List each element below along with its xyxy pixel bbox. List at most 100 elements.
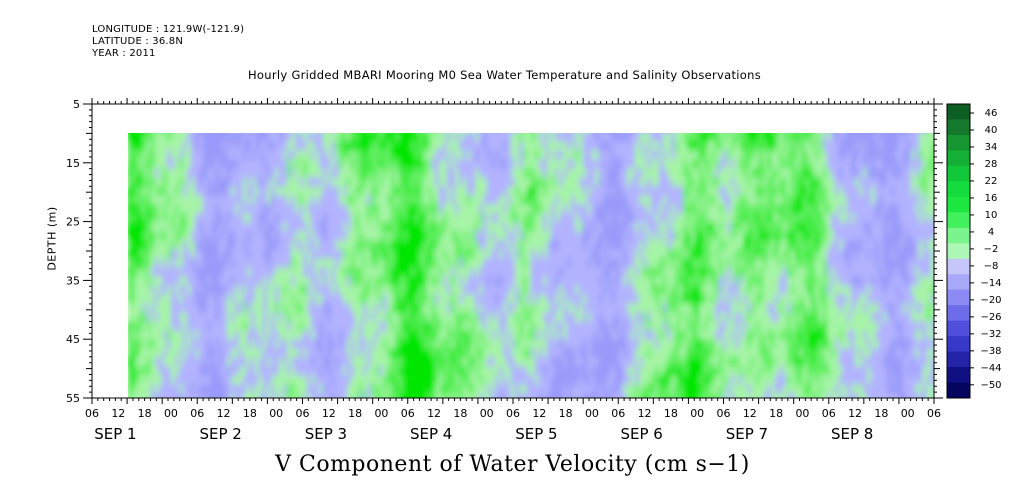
heatmap-cell [178,177,184,189]
heatmap-cell [170,150,176,162]
heatmap-cell [326,357,332,369]
heatmap-cell [478,393,484,398]
heatmap-cell [566,348,572,360]
heatmap-cell [470,150,476,162]
heatmap-cell [570,393,576,398]
heatmap-cell [650,366,656,378]
heatmap-cell [498,195,504,207]
heatmap-cell [402,249,408,261]
heatmap-cell [194,348,200,360]
heatmap-cell [302,339,308,351]
heatmap-cell [450,150,456,162]
heatmap-cell [194,249,200,261]
heatmap-cell [466,321,472,333]
heatmap-cell [382,249,388,261]
heatmap-cell [598,141,604,153]
heatmap-cell [714,240,720,252]
heatmap-cell [358,258,364,270]
heatmap-cell [150,133,156,144]
heatmap-cell [182,195,188,207]
heatmap-cell [579,402,584,413]
heatmap-cell [314,276,320,288]
heatmap-cell [318,393,324,398]
heatmap-cell [154,177,160,189]
heatmap-cell [630,177,636,189]
heatmap-cell [258,168,264,180]
heatmap-cell [322,321,328,333]
heatmap-cell [574,159,580,171]
heatmap-cell [462,384,468,396]
heatmap-cell [606,159,612,171]
heatmap-cell [486,393,492,398]
heatmap-cell [254,186,260,198]
heatmap-cell [314,357,320,369]
heatmap-cell [418,133,424,144]
heatmap-cell [734,150,740,162]
heatmap-cell [262,393,268,398]
heatmap-cell [582,177,588,189]
heatmap-cell [534,186,540,198]
heatmap-cell [438,177,444,189]
heatmap-cell [146,213,152,225]
heatmap-cell [498,348,504,360]
heatmap-cell [550,348,556,360]
heatmap-cell [362,321,368,333]
heatmap-cell [706,384,712,396]
heatmap-cell [290,222,296,234]
heatmap-cell [363,402,368,413]
heatmap-cell [346,330,352,342]
heatmap-cell [610,186,616,198]
heatmap-cell [618,267,624,279]
heatmap-cell [666,168,672,180]
heatmap-cell [178,330,184,342]
heatmap-cell [590,204,596,216]
heatmap-cell [470,366,476,378]
heatmap-cell [634,213,640,225]
heatmap-cell [618,312,624,324]
heatmap-cell [698,276,704,288]
heatmap-cell [562,141,568,153]
heatmap-cell [246,366,252,378]
heatmap-cell [574,393,580,398]
heatmap-cell [278,159,284,171]
heatmap-cell [128,204,132,216]
heatmap-cell [494,213,500,225]
heatmap-cell [234,366,240,378]
heatmap-cell [278,258,284,270]
heatmap-cell [128,141,132,153]
heatmap-cell [650,285,656,297]
heatmap-cell [570,321,576,333]
heatmap-cell [318,357,324,369]
heatmap-cell [610,294,616,306]
heatmap-cell [322,222,328,234]
heatmap-cell [546,141,552,153]
heatmap-cell [202,366,208,378]
heatmap-cell [202,213,208,225]
heatmap-cell [354,285,360,297]
heatmap-cell [682,240,688,252]
heatmap-cell [594,186,600,198]
heatmap-cell [486,213,492,225]
heatmap-cell [326,267,332,279]
heatmap-cell [190,312,196,324]
heatmap-cell [354,366,360,378]
heatmap-cell [302,303,308,315]
heatmap-cell [170,204,176,216]
heatmap-cell [746,177,752,189]
heatmap-cell [374,384,380,396]
heatmap-cell [346,177,352,189]
heatmap-cell [582,159,588,171]
heatmap-cell [218,249,224,261]
heatmap-cell [458,348,464,360]
heatmap-cell [442,375,448,387]
heatmap-cell [546,222,552,234]
heatmap-cell [166,393,172,398]
heatmap-cell [130,258,136,270]
heatmap-cell [630,267,636,279]
heatmap-cell [462,348,468,360]
heatmap-cell [374,258,380,270]
heatmap-cell [710,384,716,396]
heatmap-cell [702,150,708,162]
heatmap-cell [706,330,712,342]
heatmap-cell [310,267,316,279]
